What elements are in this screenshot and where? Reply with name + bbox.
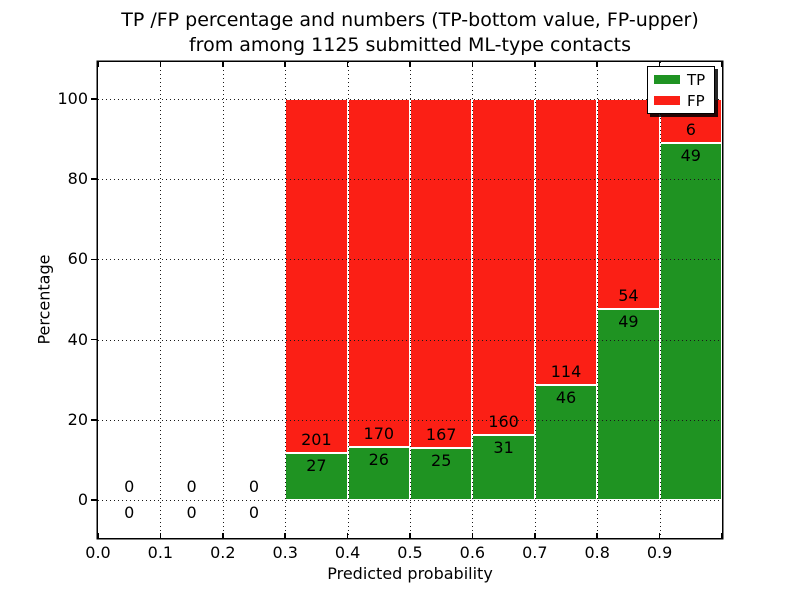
- x-axis-label: Predicted probability: [327, 564, 493, 583]
- x-tick-label-0.1: 0.1: [147, 543, 174, 562]
- x-tick-label-0.2: 0.2: [210, 543, 236, 562]
- x-tick-label-0: 0.0: [85, 543, 111, 562]
- y-tick-label-100: 100: [57, 89, 88, 108]
- tp-count-label-0.5: 25: [431, 450, 452, 470]
- x-tick-bottom-0.4: [346, 533, 349, 538]
- legend-entry-tp: TP: [654, 71, 708, 89]
- x-tick-bottom-0.2: [222, 533, 224, 538]
- fp-count-label-0: 0: [124, 477, 135, 496]
- fp-legend-label: FP: [687, 91, 705, 110]
- fp-count-label-0.9: 6: [685, 119, 696, 139]
- chart-title-line1: TP /FP percentage and numbers (TP-bottom…: [121, 9, 699, 31]
- fp-count-label-0.2: 0: [248, 477, 260, 496]
- tp-count-label-0.4: 26: [368, 449, 389, 469]
- x-tick-bottom-0.9: [658, 533, 661, 538]
- y-tick-0: [91, 499, 98, 501]
- chart-title-line2: from among 1125 submitted ML-type contac…: [188, 34, 632, 56]
- tp-count-label-0.1: 0: [186, 503, 197, 522]
- x-tick-top-0.6: [471, 62, 474, 67]
- fp-count-label-0.5: 167: [425, 424, 457, 444]
- tp-count-label-0.8: 49: [618, 312, 639, 332]
- fp-legend-swatch: [654, 96, 680, 105]
- x-tick-label-0.6: 0.6: [459, 543, 486, 562]
- x-tick-bottom-0.1: [159, 533, 162, 538]
- fp-count-label-0.7: 114: [550, 361, 582, 381]
- legend: TP FP: [647, 66, 715, 114]
- x-tick-bottom-0.8: [596, 533, 598, 538]
- fp-bar-segment-0.3: [285, 99, 348, 453]
- y-tick-label-80: 80: [67, 169, 88, 189]
- x-tick-label-0.5: 0.5: [397, 543, 423, 562]
- y-tick-label-20: 20: [67, 409, 88, 429]
- x-tick-top-0.3: [284, 62, 286, 67]
- x-tick-bottom-0.3: [284, 533, 286, 538]
- tp-count-label-0: 0: [124, 503, 135, 522]
- tp-bar-segment-0.6: [472, 434, 535, 500]
- tp-bar-segment-0.4: [347, 446, 410, 500]
- x-tick-bottom-0.7: [534, 533, 536, 538]
- tp-legend-swatch: [654, 75, 680, 84]
- x-tick-top-1: [721, 62, 723, 67]
- fp-bar-segment-0.5: [410, 99, 473, 448]
- y-tick-60: [91, 258, 98, 261]
- fp-count-label-0.3: 201: [301, 429, 332, 449]
- y-tick-40: [91, 338, 98, 341]
- y-tick-label-0: 0: [77, 490, 88, 509]
- tp-legend-label: TP: [687, 70, 706, 89]
- y-tick-20: [91, 419, 98, 421]
- x-tick-label-0.9: 0.9: [646, 543, 673, 562]
- fp-bar-segment-0.4: [347, 99, 410, 447]
- x-tick-top-0.2: [222, 62, 224, 67]
- y-tick-80: [91, 178, 98, 180]
- plot-area: 0 0 0 0 0 0 201 27 170 26 167 25 160 31 114 46 54 49 6 49: [97, 62, 723, 538]
- fp-count-label-0.6: 160: [488, 411, 519, 431]
- tp-count-label-0.6: 31: [493, 437, 514, 457]
- tp-bar-segment-0.3: [285, 452, 348, 500]
- fp-count-label-0.1: 0: [186, 477, 197, 496]
- fp-bar-segment-0.6: [472, 99, 535, 435]
- y-tick-100: [91, 98, 98, 100]
- legend-entry-fp: FP: [654, 92, 708, 110]
- x-tick-bottom-0.6: [471, 533, 474, 538]
- x-tick-top-0.5: [409, 62, 411, 67]
- x-tick-label-0.8: 0.8: [584, 543, 610, 562]
- x-tick-label-0.3: 0.3: [272, 543, 298, 562]
- y-tick-label-40: 40: [67, 329, 88, 349]
- gridline-h-0: [98, 500, 722, 501]
- fp-bar-segment-0.8: [597, 99, 660, 310]
- x-tick-top-0: [97, 62, 99, 67]
- x-tick-bottom-0: [97, 533, 99, 538]
- x-tick-label-0.7: 0.7: [522, 543, 548, 562]
- x-tick-top-0.7: [534, 62, 536, 67]
- tp-bar-segment-0.9: [659, 142, 722, 500]
- x-tick-top-0.8: [596, 62, 598, 67]
- x-tick-bottom-0.5: [409, 533, 411, 538]
- x-tick-top-0.4: [346, 62, 349, 67]
- fp-bar-segment-0.7: [534, 99, 598, 385]
- fp-count-label-0.8: 54: [618, 286, 639, 306]
- tp-count-label-0.2: 0: [248, 503, 260, 522]
- fp-count-label-0.4: 170: [363, 423, 395, 443]
- gridline-v-0.2: [222, 62, 224, 538]
- tp-count-label-0.7: 46: [555, 387, 577, 407]
- tp-count-label-0.9: 49: [680, 145, 701, 165]
- x-tick-top-0.1: [159, 62, 162, 67]
- x-tick-label-0.4: 0.4: [334, 543, 361, 562]
- tp-count-label-0.3: 27: [306, 455, 327, 475]
- x-tick-bottom-1: [721, 533, 723, 538]
- y-tick-label-60: 60: [67, 249, 88, 269]
- gridline-v-0.1: [160, 62, 162, 538]
- tp-bar-segment-0.8: [597, 309, 660, 500]
